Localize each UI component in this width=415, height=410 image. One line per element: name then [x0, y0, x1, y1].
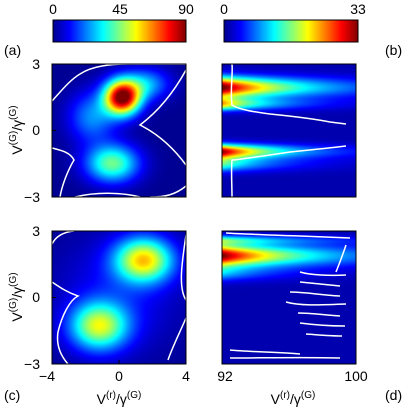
panel-c-xtick-label-mid: 0: [115, 368, 123, 384]
panel-d-xtick-label-right: 100: [344, 368, 368, 384]
panel-c-xtick-label-right: 4: [182, 368, 190, 384]
panel-a-ytick-label-bottom: −3: [24, 189, 40, 205]
panel-b-label: (b): [385, 42, 402, 58]
panel-a-ylabel-sup2: (G): [8, 105, 19, 119]
panel-b-heatmap: [222, 64, 356, 197]
panel-c-ylabel: V(G)/γ(G): [8, 272, 25, 321]
colorbar-left-max: 90: [178, 1, 194, 17]
panel-c-ylabel-mid: /γ: [9, 287, 25, 298]
colorbar-right: 0 33: [220, 1, 366, 43]
panel-c-ytick-label-top: 3: [32, 223, 40, 239]
colorbar-left-mid: 45: [112, 1, 128, 17]
panel-b: [221, 63, 357, 198]
panel-a-ylabel-mid: /γ: [9, 120, 25, 131]
panel-d-xlabel-sup2: (G): [301, 390, 315, 401]
panel-c-heatmap: [52, 231, 186, 364]
panel-b-contour: [230, 63, 347, 198]
colorbar-right-gradient: [223, 19, 359, 43]
panel-d-frame: [221, 230, 357, 365]
colorbar-right-max: 33: [350, 1, 366, 17]
panel-c-xlabel-sup2: (G): [127, 390, 141, 401]
panel-a-ytick-label-top: 3: [32, 56, 40, 72]
panel-c-ylabel-sup1: (G): [8, 298, 19, 312]
panel-c-xlabel-mid: /γ: [116, 391, 127, 407]
panel-a: 3 0 −3 V(G)/γ(G): [8, 56, 187, 205]
colorbar-right-min: 0: [220, 1, 228, 17]
colorbar-left: 0 45 90: [49, 1, 194, 43]
panel-b-frame: [221, 63, 357, 198]
colorbar-left-min: 0: [49, 1, 57, 17]
panel-c-xlabel: V(r)/γ(G): [97, 390, 142, 407]
panel-a-heatmap: [52, 64, 186, 197]
panel-a-ylabel: V(G)/γ(G): [8, 105, 25, 154]
panel-c-ylabel-sup2: (G): [8, 272, 19, 286]
panel-c: 3 0 −3 −4 0 4 V(r)/γ(G) V(G)/γ(G): [8, 223, 190, 407]
panel-c-xlabel-main: V: [97, 391, 107, 407]
panel-a-ylabel-sup1: (G): [8, 131, 19, 145]
panel-c-ytick-label-mid: 0: [32, 289, 40, 305]
panel-c-xtick-label-left: −4: [39, 368, 55, 384]
panel-d: 92 100 V(r)/γ(G): [217, 230, 368, 407]
panel-d-heatmap: [222, 231, 356, 364]
panel-d-xlabel-main: V: [271, 391, 281, 407]
panel-c-ylabel-main: V: [9, 312, 25, 322]
panel-d-label: (d): [385, 387, 402, 403]
panel-d-xlabel: V(r)/γ(G): [271, 390, 316, 407]
panel-d-contour: [225, 232, 351, 359]
panel-a-label: (a): [4, 42, 21, 58]
panel-d-xtick-label-left: 92: [217, 368, 233, 384]
panel-c-xlabel-sup1: (r): [106, 390, 116, 401]
panel-c-ytick-label-bottom: −3: [24, 356, 40, 372]
panel-a-ylabel-main: V: [9, 145, 25, 155]
panel-c-label: (c): [4, 387, 20, 403]
panel-d-xlabel-mid: /γ: [290, 391, 301, 407]
panel-d-xlabel-sup1: (r): [280, 390, 290, 401]
panel-a-ytick-label-mid: 0: [32, 122, 40, 138]
panel-c-contour: [51, 230, 187, 365]
colorbar-left-gradient: [52, 19, 187, 43]
